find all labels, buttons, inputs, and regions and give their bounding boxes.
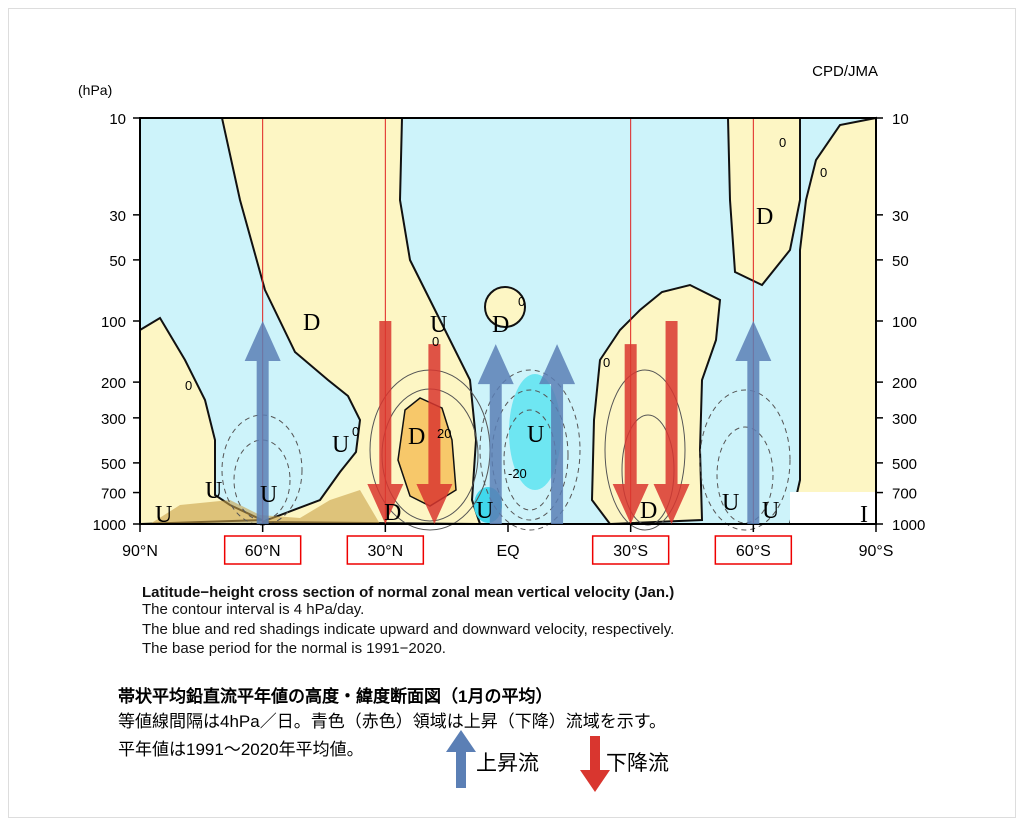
jp-line: 等値線間隔は4hPa／日。青色（赤色）領域は上昇（下降）流域を示す。 bbox=[118, 712, 667, 731]
down-arrow bbox=[367, 321, 404, 524]
y-tick-label-right: 50 bbox=[892, 253, 909, 270]
y-tick-label-right: 300 bbox=[892, 411, 917, 428]
region-label: D bbox=[303, 310, 320, 336]
up-arrow bbox=[735, 321, 772, 524]
contour-label: 0 bbox=[352, 424, 359, 439]
region-label: D bbox=[384, 500, 401, 526]
surface-downward bbox=[150, 490, 380, 524]
region-labels: D U D U D U D U U D D U U I U U bbox=[155, 204, 868, 528]
contour-label: 0 bbox=[185, 378, 192, 393]
y-tick-label: 1000 bbox=[93, 517, 126, 534]
region-label: D bbox=[408, 424, 425, 450]
frame bbox=[8, 8, 1016, 818]
caption-line: The contour interval is 4 hPa/day. bbox=[142, 601, 365, 618]
region-label: D bbox=[640, 498, 657, 524]
jp-line: 平年値は1991〜2020年平均値。 bbox=[118, 740, 364, 759]
y-tick-label: 700 bbox=[101, 486, 126, 503]
y-tick-label-right: 30 bbox=[892, 208, 909, 225]
region-label: U bbox=[476, 498, 493, 524]
contour-label: 0 bbox=[518, 294, 525, 309]
x-tick-highlight bbox=[714, 535, 793, 565]
region-label: D bbox=[756, 204, 773, 230]
region-label: U bbox=[527, 422, 544, 448]
y-tick-label-right: 500 bbox=[892, 456, 917, 473]
region-label: I bbox=[860, 502, 868, 528]
region-label: U bbox=[722, 490, 739, 516]
y-tick-label: 300 bbox=[101, 411, 126, 428]
caption-title: Latitude−height cross section of normal … bbox=[142, 584, 675, 601]
x-tick-label: EQ bbox=[496, 543, 519, 560]
region-label: U bbox=[155, 502, 172, 528]
y-tick-label: 200 bbox=[101, 375, 126, 392]
strong-upward-core bbox=[509, 374, 561, 490]
y-tick-label: 100 bbox=[101, 314, 126, 331]
y-tick-label-right: 10 bbox=[892, 111, 909, 128]
up-arrow bbox=[477, 344, 514, 524]
y-tick-label-right: 100 bbox=[892, 314, 917, 331]
x-tick-highlight bbox=[223, 535, 302, 565]
caption-line: The base period for the normal is 1991−2… bbox=[142, 640, 446, 657]
credit: CPD/JMA bbox=[812, 63, 878, 80]
contour-label: 20 bbox=[437, 426, 451, 441]
x-tick-highlight bbox=[346, 535, 425, 565]
jp-title: 帯状平均鉛直流平年値の高度・緯度断面図（1月の平均） bbox=[118, 687, 553, 706]
x-tick-label: 30°N bbox=[367, 543, 403, 560]
down-arrow bbox=[653, 321, 690, 524]
y-unit: (hPa) bbox=[78, 82, 112, 98]
region-label: D bbox=[492, 312, 509, 338]
up-arrow bbox=[539, 344, 576, 524]
x-tick-highlight bbox=[591, 535, 670, 565]
y-tick-label: 50 bbox=[109, 253, 126, 270]
contour-label: 0 bbox=[779, 135, 786, 150]
down-arrow bbox=[612, 344, 649, 524]
x-tick-label: 60°N bbox=[245, 543, 281, 560]
y-tick-label: 30 bbox=[109, 208, 126, 225]
caption-line: The blue and red shadings indicate upwar… bbox=[142, 621, 675, 638]
y-tick-label-right: 1000 bbox=[892, 517, 925, 534]
region-label: U bbox=[205, 478, 222, 504]
region-label: U bbox=[762, 498, 779, 524]
x-tick-label: 30°S bbox=[613, 543, 648, 560]
contour-label: 0 bbox=[820, 165, 827, 180]
y-tick-label: 10 bbox=[109, 111, 126, 128]
x-tick-label: 90°S bbox=[859, 543, 894, 560]
y-tick-label-right: 700 bbox=[892, 486, 917, 503]
flow-arrows bbox=[244, 321, 772, 524]
region-label: U bbox=[332, 432, 349, 458]
contour-labels: 0 0 0 0 0 0 0 20 -20 bbox=[185, 135, 827, 481]
region-label: U bbox=[260, 482, 277, 508]
up-arrow bbox=[244, 321, 281, 524]
y-tick-label: 500 bbox=[101, 456, 126, 473]
missing-area bbox=[790, 492, 876, 524]
x-tick-label: 90°N bbox=[122, 543, 158, 560]
contour-label: -20 bbox=[508, 466, 527, 481]
region-label: U bbox=[430, 312, 447, 338]
contour-label: 0 bbox=[432, 334, 439, 349]
y-tick-label-right: 200 bbox=[892, 375, 917, 392]
contour-label: 0 bbox=[603, 355, 610, 370]
down-arrow bbox=[416, 344, 453, 524]
strong-downward-core bbox=[397, 397, 457, 507]
x-axis: 90°N 60°N 30°N EQ 30°S 60°S 90°S bbox=[122, 524, 894, 565]
x-tick-label: 60°S bbox=[736, 543, 771, 560]
